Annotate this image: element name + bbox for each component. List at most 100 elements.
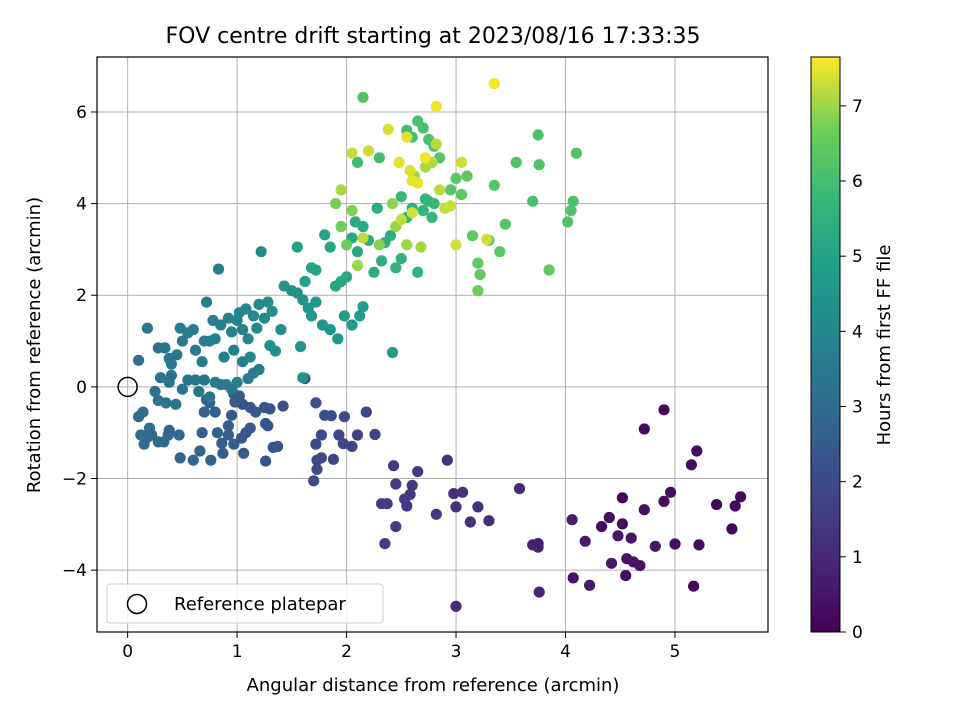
data-point (253, 363, 265, 376)
colorbar-gradient (810, 56, 841, 633)
data-point (596, 521, 608, 533)
data-point (299, 275, 311, 288)
legend-marker-icon (126, 593, 148, 615)
data-point (527, 195, 539, 207)
data-point (247, 310, 260, 322)
data-point (565, 204, 577, 217)
y-axis-ticks: −4 −2 0 2 4 6 (62, 103, 97, 581)
data-point (711, 499, 723, 511)
data-point (360, 406, 372, 418)
data-point (253, 298, 265, 310)
data-point (605, 557, 618, 569)
data-points (133, 78, 747, 612)
data-point (404, 165, 416, 177)
data-point (228, 344, 240, 356)
data-point (277, 400, 289, 412)
data-point (275, 324, 287, 336)
data-point (382, 123, 394, 135)
data-point (189, 374, 202, 386)
data-point (357, 220, 369, 233)
data-point (434, 184, 446, 196)
data-point (291, 241, 303, 253)
colorbar-ticks: 0 1 2 3 4 5 6 7 (840, 97, 863, 643)
data-point (262, 296, 274, 308)
data-point (310, 296, 322, 308)
data-point (159, 342, 171, 354)
data-point (260, 455, 272, 467)
data-point (415, 241, 427, 253)
data-point (579, 535, 591, 547)
data-point (196, 427, 208, 439)
data-point (373, 152, 385, 164)
data-point (566, 514, 578, 526)
data-point (198, 374, 210, 386)
data-point (417, 122, 429, 134)
data-point (464, 516, 476, 528)
data-point (373, 239, 385, 251)
data-point (406, 207, 418, 219)
x-axis-label: Angular distance from reference (arcmin) (247, 675, 620, 696)
data-point (351, 246, 364, 258)
data-point (310, 397, 322, 409)
y-tick-label: −2 (62, 470, 87, 490)
data-point (160, 397, 172, 409)
data-point (428, 198, 440, 210)
data-point (319, 409, 331, 421)
data-point (133, 354, 145, 366)
data-point (401, 131, 413, 143)
data-point (406, 479, 418, 491)
data-point (165, 369, 177, 381)
data-point (430, 100, 442, 113)
data-point (209, 333, 221, 345)
legend: Reference platepar (106, 583, 384, 624)
x-tick-label: 4 (560, 642, 571, 662)
x-tick-label: 3 (451, 642, 462, 662)
data-point (187, 324, 199, 336)
data-point (455, 188, 468, 201)
data-point (494, 246, 506, 258)
data-point (240, 427, 252, 439)
data-point (625, 532, 637, 544)
data-point (194, 445, 206, 457)
data-point (174, 452, 186, 464)
data-point (310, 264, 322, 276)
y-axis-label: Rotation from reference (arcmin) (24, 197, 45, 493)
data-point (584, 579, 596, 591)
colorbar-tick-label: 7 (852, 97, 863, 117)
x-tick-label: 0 (122, 642, 133, 662)
data-point (430, 508, 442, 520)
data-point (238, 447, 250, 459)
data-point (193, 385, 205, 398)
data-point (173, 429, 185, 441)
data-point (649, 540, 661, 552)
data-point (603, 511, 615, 524)
data-point (376, 255, 388, 267)
data-point (665, 486, 677, 498)
colorbar-tick-label: 0 (852, 623, 863, 643)
data-point (532, 129, 544, 141)
data-point (141, 322, 153, 334)
data-point (149, 385, 161, 398)
colorbar-tick-label: 6 (852, 172, 863, 192)
data-point (450, 501, 462, 513)
data-point (222, 420, 234, 432)
data-point (240, 303, 252, 315)
data-point (445, 184, 457, 196)
data-point (215, 319, 227, 331)
data-point (135, 429, 147, 441)
data-point (638, 423, 650, 435)
data-point (419, 152, 431, 164)
data-point (229, 396, 241, 408)
data-point (669, 538, 681, 550)
data-point (461, 170, 473, 182)
data-point (430, 138, 442, 150)
data-point (417, 204, 429, 217)
data-point (567, 195, 579, 207)
data-point (481, 233, 493, 245)
colorbar-label: Hours from first FF file (874, 245, 895, 446)
data-point (638, 504, 650, 516)
data-point (533, 159, 545, 171)
data-point (341, 271, 353, 283)
data-point (441, 454, 453, 466)
